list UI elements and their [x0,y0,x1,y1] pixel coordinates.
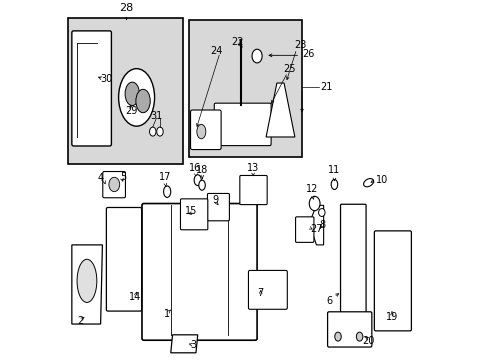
Ellipse shape [77,259,97,302]
Ellipse shape [197,125,205,139]
Text: 18: 18 [196,165,208,175]
Ellipse shape [334,332,341,341]
Text: 16: 16 [188,163,201,173]
Bar [188,20,302,157]
Text: 9: 9 [211,195,218,205]
Text: 13: 13 [247,163,259,173]
Ellipse shape [149,127,156,136]
FancyBboxPatch shape [142,203,257,340]
Ellipse shape [318,208,325,216]
FancyBboxPatch shape [102,171,125,198]
Text: 21: 21 [319,82,332,92]
Ellipse shape [251,49,262,63]
Text: 12: 12 [305,184,318,194]
Text: 19: 19 [385,312,397,322]
Text: 29: 29 [125,106,137,116]
Bar [68,18,183,164]
FancyBboxPatch shape [374,231,410,331]
Polygon shape [170,335,197,353]
Text: 24: 24 [210,46,223,56]
Text: 6: 6 [325,296,331,306]
FancyBboxPatch shape [327,312,371,347]
Ellipse shape [199,180,205,190]
Text: 4: 4 [97,174,103,183]
Ellipse shape [163,186,170,197]
FancyBboxPatch shape [190,110,221,149]
Text: 11: 11 [327,165,340,175]
Text: 26: 26 [302,49,314,59]
Text: 1: 1 [164,309,170,319]
Text: 8: 8 [319,220,325,230]
Text: 28: 28 [119,3,133,13]
Text: 3: 3 [190,340,196,350]
Text: 17: 17 [158,172,170,182]
Polygon shape [308,205,323,245]
Ellipse shape [109,177,120,192]
Ellipse shape [136,89,150,113]
FancyBboxPatch shape [72,31,111,146]
Text: 20: 20 [362,336,374,346]
Ellipse shape [330,179,337,189]
Polygon shape [72,245,102,324]
Ellipse shape [308,196,319,211]
FancyBboxPatch shape [207,193,229,221]
FancyBboxPatch shape [180,199,207,230]
Ellipse shape [356,332,362,341]
Ellipse shape [125,82,139,105]
FancyBboxPatch shape [214,103,270,145]
Text: 30: 30 [100,74,112,84]
Ellipse shape [363,179,373,187]
FancyBboxPatch shape [295,217,313,242]
FancyBboxPatch shape [340,204,366,332]
Text: 5: 5 [120,172,126,181]
Text: 23: 23 [293,40,306,50]
FancyBboxPatch shape [106,207,142,311]
Text: 15: 15 [185,206,197,216]
FancyBboxPatch shape [248,270,287,309]
Text: 22: 22 [231,37,243,47]
Text: 10: 10 [375,175,387,185]
Text: 27: 27 [310,224,322,234]
Text: 31: 31 [150,111,162,121]
Ellipse shape [119,69,154,126]
Text: 2: 2 [78,316,84,326]
FancyBboxPatch shape [239,175,266,204]
Ellipse shape [194,175,201,185]
Ellipse shape [157,127,163,136]
Text: 25: 25 [283,64,295,74]
Text: 7: 7 [257,288,263,298]
Text: 14: 14 [128,292,141,302]
Polygon shape [265,83,294,137]
